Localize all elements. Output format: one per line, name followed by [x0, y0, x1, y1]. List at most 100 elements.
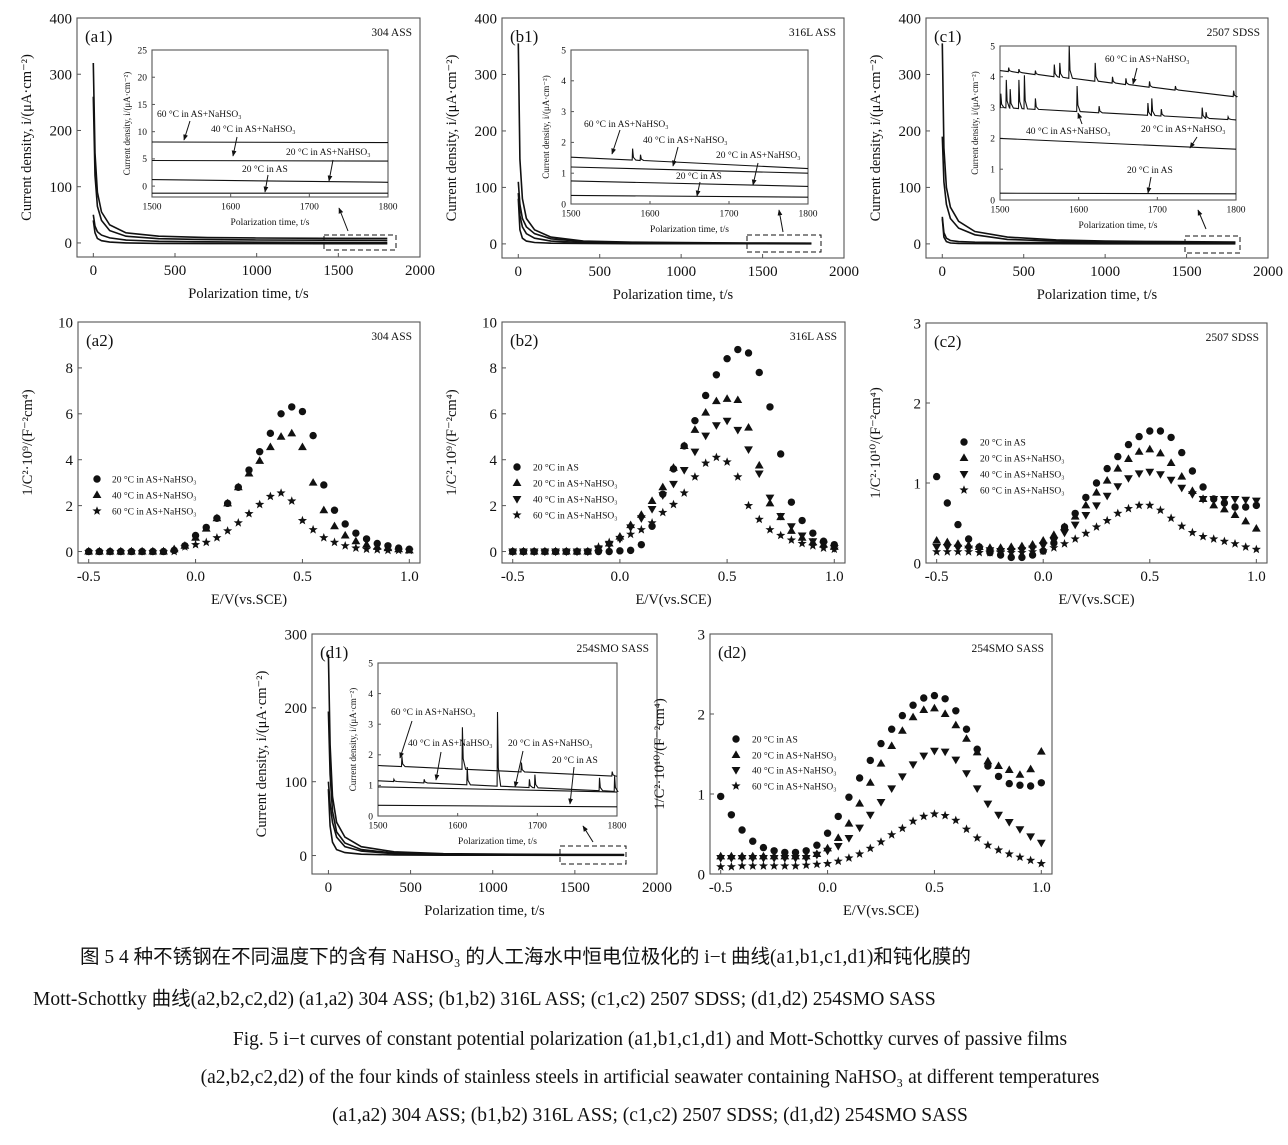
data-point: [766, 403, 774, 411]
data-point: [1209, 500, 1219, 509]
pointer-arrow-icon: [183, 120, 191, 141]
pointer-arrow-icon: [1189, 136, 1198, 149]
material-label: 304 ASS: [371, 27, 412, 39]
data-point: [734, 345, 742, 354]
data-point: [255, 499, 265, 509]
y-tick-label: 100: [50, 180, 73, 196]
data-point: [994, 811, 1003, 820]
panel-label: (d1): [320, 643, 348, 662]
y-tick-label: 20: [138, 74, 148, 84]
data-point: [845, 793, 853, 801]
data-point: [758, 861, 768, 870]
data-point: [212, 513, 222, 522]
pointer-arrow-icon: [672, 146, 679, 167]
data-point: [180, 542, 190, 551]
data-point: [866, 756, 875, 765]
data-point: [362, 544, 372, 554]
data-point: [1113, 464, 1123, 472]
data-point: [748, 855, 758, 863]
y-axis-label: 1/C²·10¹⁰/(F⁻²cm⁴): [868, 387, 884, 498]
data-point: [1038, 542, 1048, 550]
caption-cn-line2: Mott-Schottky 曲线(a2,b2,c2,d2) (a1,a2) 30…: [33, 989, 936, 1010]
y-tick-label: 0: [561, 200, 566, 210]
material-label: 254SMO SASS: [971, 643, 1044, 655]
inset-series-line-0: [999, 45, 1239, 98]
series-star: [508, 452, 839, 556]
data-point: [158, 546, 169, 556]
y-tick-label: 0: [142, 182, 147, 192]
legend-marker-icon: [93, 475, 101, 483]
data-point: [776, 450, 785, 458]
data-point: [790, 861, 801, 870]
data-point: [116, 546, 126, 556]
data-point: [962, 725, 971, 733]
x-tick-label: 1500: [1172, 264, 1202, 280]
data-point: [1166, 513, 1176, 523]
panel-label: (b1): [510, 27, 538, 46]
data-point: [819, 543, 829, 552]
series-line-3: [92, 220, 388, 245]
data-point: [1209, 496, 1219, 504]
data-point: [1145, 444, 1155, 453]
x-tick-label: -0.5: [925, 569, 949, 585]
data-point: [855, 799, 865, 807]
data-point: [940, 709, 950, 717]
material-label: 316L ASS: [790, 331, 837, 343]
data-point: [298, 407, 307, 416]
data-point: [941, 695, 949, 703]
legend-marker-icon: [512, 478, 522, 486]
y-tick-label: 2: [990, 135, 995, 145]
y-tick-label: 300: [285, 627, 308, 643]
y-tick-label: 100: [475, 181, 498, 197]
zoom-arrow-icon: [777, 209, 784, 233]
legend-marker-icon: [732, 735, 740, 743]
x-tick-label: 0.5: [293, 569, 312, 585]
data-point: [1155, 505, 1165, 515]
data-point: [137, 546, 147, 556]
inset-series-line-2: [377, 786, 618, 793]
y-tick-label: 2: [66, 499, 74, 515]
y-tick-label: 2: [561, 139, 566, 149]
data-point: [972, 785, 982, 793]
data-point: [1145, 468, 1155, 477]
material-label: 316L ASS: [789, 27, 836, 39]
data-point: [340, 541, 350, 550]
data-point: [920, 694, 928, 702]
data-point: [308, 478, 318, 486]
data-point: [1124, 454, 1133, 462]
data-point: [647, 496, 657, 505]
data-point: [690, 425, 700, 433]
data-point: [1134, 500, 1144, 510]
data-point: [1199, 483, 1207, 491]
data-point: [1028, 547, 1038, 556]
data-point: [940, 810, 950, 820]
legend-marker-icon: [959, 471, 969, 479]
inset-series-label: 20 °C in AS: [676, 171, 722, 182]
y-tick-label: 0: [490, 545, 498, 561]
panel-a1: 0 500 1000 1500 20000100200300400Polarizatio…: [19, 11, 435, 302]
x-tick-label: -0.5: [77, 569, 101, 585]
y-tick-label: 0: [914, 556, 922, 572]
y-tick-label: 1: [698, 787, 706, 803]
data-point: [647, 506, 657, 514]
y-tick-label: 2: [490, 499, 498, 515]
data-point: [1082, 493, 1090, 502]
data-point: [812, 859, 822, 869]
x-tick-label: 1500: [562, 210, 581, 220]
zoom-region-box: [746, 234, 822, 253]
data-point: [244, 468, 254, 477]
x-tick-label: 0.0: [818, 880, 837, 896]
data-point: [508, 546, 518, 556]
data-point: [1070, 512, 1080, 520]
legend-marker-icon: [960, 438, 968, 446]
y-tick-label: 25: [138, 46, 148, 56]
data-point: [233, 518, 243, 527]
legend-marker-icon: [512, 510, 522, 519]
data-point: [352, 529, 360, 537]
data-point: [829, 544, 839, 554]
data-point: [276, 488, 286, 497]
y-tick-label: 5: [561, 46, 566, 56]
pointer-arrow-icon: [263, 174, 269, 193]
data-point: [1102, 476, 1112, 484]
data-point: [801, 855, 811, 863]
